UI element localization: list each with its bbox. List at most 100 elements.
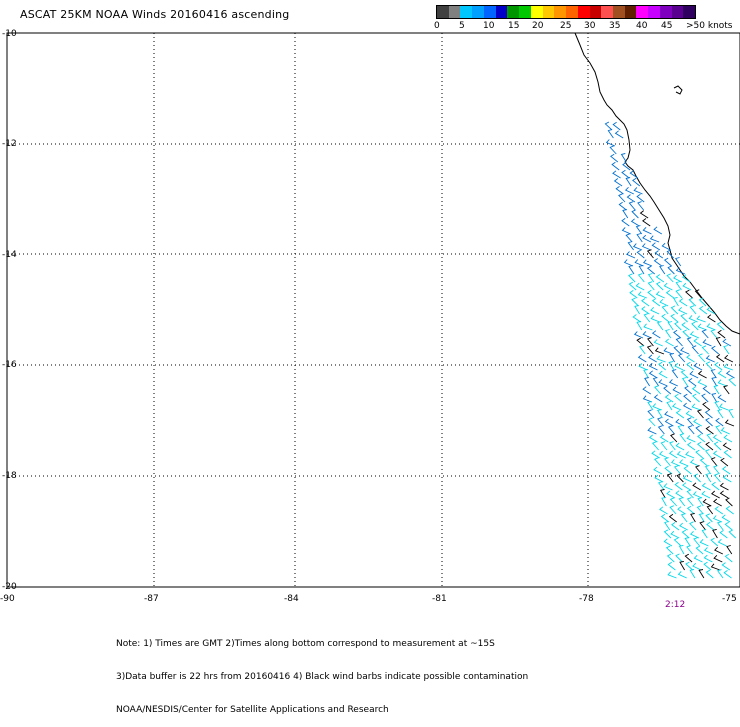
scale-swatch: [601, 6, 614, 18]
wind-barb: [683, 465, 692, 475]
wind-barb: [659, 506, 668, 515]
wind-barb: [656, 409, 663, 419]
wind-barb: [677, 571, 687, 579]
wind-barb: [668, 450, 678, 459]
wind-barb: [678, 544, 685, 555]
scale-swatch: [624, 6, 637, 18]
wind-barb: [642, 259, 653, 267]
wind-barb: [693, 338, 702, 347]
wind-barb: [636, 233, 643, 243]
wind-barb: [717, 370, 727, 379]
wind-barb: [674, 481, 683, 491]
wind-barb: [714, 362, 723, 371]
wind-barb: [670, 313, 679, 323]
wind-barb: [689, 370, 699, 379]
wind-barb: [665, 290, 675, 299]
wind-barb: [631, 297, 639, 307]
wind-barb: [675, 490, 684, 499]
wind-barb: [682, 482, 691, 491]
wind-barb: [651, 298, 661, 307]
wind-barb: [635, 225, 643, 235]
wind-barb: [713, 441, 722, 451]
wind-barb: [664, 457, 671, 467]
wind-barb: [712, 450, 722, 459]
wind-barb: [675, 410, 685, 419]
wind-barb: [652, 403, 662, 411]
wind-barb: [651, 441, 659, 451]
wind-barb: [667, 425, 675, 435]
lat-label-10: -10: [2, 29, 17, 39]
wind-barb: [646, 265, 655, 275]
wind-barb: [725, 497, 733, 507]
wind-barb: [695, 449, 704, 459]
wind-barb: [667, 571, 677, 579]
wind-barb: [682, 282, 692, 291]
wind-barb: [648, 370, 658, 379]
wind-barb: [699, 521, 706, 531]
wind-barb: [716, 321, 725, 331]
wind-barb: [692, 562, 702, 571]
wind-barb: [699, 457, 708, 467]
wind-barb: [664, 338, 674, 347]
wind-barb: [675, 267, 686, 275]
wind-barb: [674, 321, 682, 331]
wind-barb: [696, 315, 706, 323]
wind-barb: [702, 401, 711, 411]
wind-barb: [701, 329, 709, 339]
wind-barb: [692, 491, 703, 499]
wind-barb: [671, 369, 679, 379]
wind-barb: [707, 314, 716, 323]
wind-barb: [656, 321, 664, 331]
wind-barb: [682, 402, 692, 411]
wind-barb: [654, 474, 664, 483]
wind-barb: [696, 409, 704, 419]
wind-barb: [693, 473, 701, 483]
wind-barb: [681, 377, 688, 387]
wind-barb: [697, 323, 707, 331]
wind-barb: [696, 441, 705, 451]
wind-barb: [706, 521, 715, 531]
scale-label-0: 0: [434, 21, 440, 31]
wind-barb: [629, 290, 638, 299]
wind-barb: [628, 273, 636, 283]
wind-barb: [675, 553, 683, 563]
wind-barb: [698, 305, 708, 315]
wind-barb: [666, 490, 676, 499]
wind-barb: [676, 450, 686, 459]
wind-barb: [634, 259, 644, 267]
wind-barb: [716, 521, 724, 531]
wind-barb: [717, 409, 724, 419]
wind-barb: [724, 419, 735, 427]
wind-barb: [686, 442, 696, 451]
lon-label-75: -75: [722, 594, 737, 604]
wind-barb: [668, 361, 675, 371]
wind-barb: [689, 530, 700, 539]
wind-barb: [631, 209, 639, 219]
wind-barb: [686, 545, 693, 555]
wind-barb: [677, 425, 684, 435]
wind-barb: [653, 226, 663, 235]
wind-barb: [691, 321, 699, 331]
wind-barb: [711, 345, 719, 355]
wind-barb: [715, 354, 725, 363]
wind-barb: [627, 241, 634, 251]
wind-barb: [688, 315, 698, 323]
wind-barb: [705, 473, 712, 483]
wind-barb: [723, 363, 733, 371]
footer-notes: Note: 1) Times are GMT 2)Times along bot…: [116, 617, 528, 727]
note-line-1: Note: 1) Times are GMT 2)Times along bot…: [116, 639, 495, 649]
wind-barb: [664, 418, 674, 427]
wind-barb: [621, 169, 630, 179]
wind-barb: [699, 538, 709, 547]
wind-barb: [661, 305, 669, 315]
swath-time-label: 2:12: [665, 600, 686, 610]
wind-barb: [693, 554, 703, 563]
wind-barb: [697, 370, 707, 379]
wind-barb: [678, 298, 688, 307]
scale-label-50-knots: >50 knots: [686, 21, 733, 31]
wind-barb: [663, 538, 673, 547]
wind-barb: [659, 488, 666, 499]
wind-barb: [691, 345, 699, 355]
wind-barb: [701, 393, 709, 403]
wind-barb: [695, 545, 704, 555]
